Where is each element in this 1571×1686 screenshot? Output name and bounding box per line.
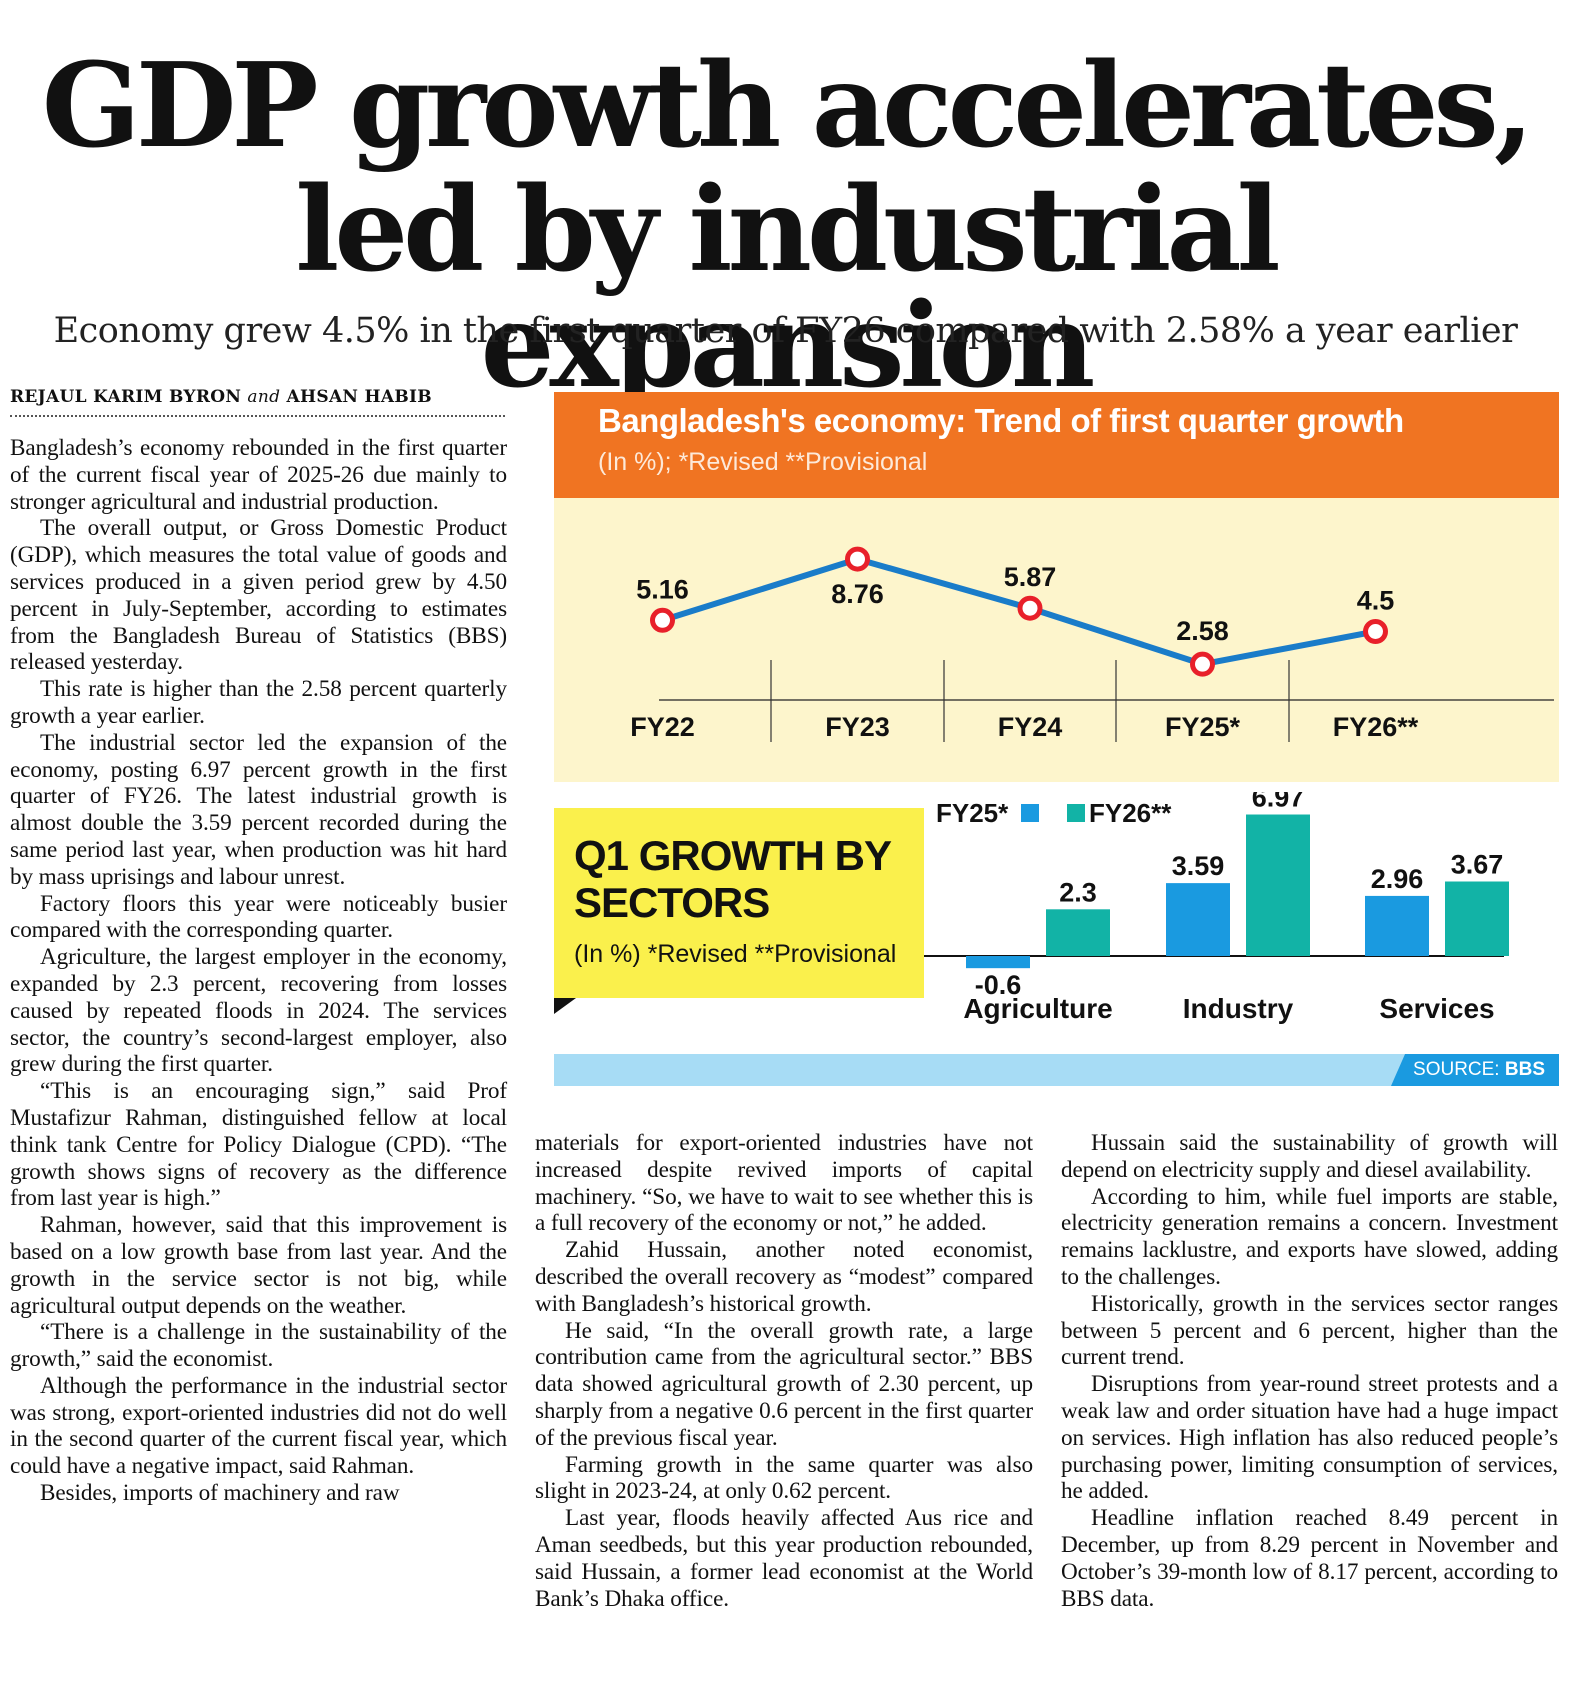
paragraph: The overall output, or Gross Domestic Pr… [10,515,507,676]
byline: REJAUL KARIM BYRON and AHSAN HABIB [10,387,505,417]
data-label: 8.76 [831,579,884,609]
x-tick-label: FY23 [825,712,890,742]
legend-swatch [1021,804,1039,822]
author-1: REJAUL KARIM BYRON [10,387,242,407]
paragraph: Bangladesh’s economy rebounded in the fi… [10,435,507,515]
paragraph: Last year, floods heavily affected Aus r… [535,1505,1033,1612]
bar [1166,883,1230,956]
paragraph: “There is a challenge in the sustainabil… [10,1319,507,1373]
bar [1445,881,1509,956]
paragraph: This rate is higher than the 2.58 percen… [10,676,507,729]
bar [1365,895,1429,956]
byline-conjunction: and [247,387,281,407]
paragraph: Zahid Hussain, another noted economist, … [535,1237,1033,1317]
source-label: SOURCE: [1413,1059,1500,1080]
sector-chart-title: Q1 GROWTH BY SECTORS [574,832,891,926]
source-name: BBS [1504,1059,1545,1080]
bar-label: 3.59 [1172,851,1225,881]
x-tick-label: FY22 [630,712,695,742]
x-tick-label: FY24 [998,712,1063,742]
legend-swatch [1067,804,1085,822]
legend-label: FY25* [936,798,1009,828]
paragraph: materials for export-oriented industries… [535,1130,1033,1237]
sector-chart-subtitle: (In %) *Revised **Provisional [574,940,897,968]
article-column-2: materials for export-oriented industries… [535,1130,1033,1612]
data-point [1363,619,1388,644]
data-label: 5.87 [1004,562,1057,592]
paragraph: Historically, growth in the services sec… [1061,1290,1558,1371]
x-tick-label: FY25* [1165,712,1241,742]
trend-chart-title: Bangladesh's economy: Trend of first qua… [598,402,1404,439]
bar-label: 3.67 [1451,849,1504,879]
data-point [1190,651,1215,677]
paragraph: Rahman, however, said that this improvem… [10,1212,507,1319]
trend-line-chart: 5.16 FY22 8.76 FY23 5.87 FY24 2.58 FY25* 4.5 FY26… [630,546,1554,742]
source-tag: SOURCE: BBS [1391,1054,1559,1086]
source-bar: SOURCE: BBS [554,1054,1559,1086]
data-label: 5.16 [636,574,689,604]
paragraph: Although the performance in the industri… [10,1372,507,1480]
bar-label: -0.6 [975,970,1022,1000]
article-column-3: Hussain said the sustainability of growt… [1061,1130,1558,1612]
data-point [1017,595,1043,621]
paragraph: The industrial sector led the expansion … [10,729,507,890]
headline-line-1: GDP growth accelerates, [41,38,1534,174]
infographic: Bangladesh's economy: Trend of first qua… [554,392,1559,1092]
bar [1246,814,1310,956]
data-label: 2.58 [1176,616,1229,646]
data-label: 4.5 [1357,586,1395,616]
paragraph: Agriculture, the largest employer in the… [10,944,507,1078]
paragraph: Besides, imports of machinery and raw [40,1480,400,1507]
legend-label: FY26** [1089,798,1172,828]
sector-bar-chart: FY25* FY26** -0.6 2.3 Agriculture 3.59 6.97 Ind… [924,792,1509,1024]
bar [966,956,1030,969]
data-point [650,607,675,633]
trend-chart-area: 5.16 FY22 8.76 FY23 5.87 FY24 2.58 FY25* 4.5 FY26… [554,498,1559,782]
category-label: Industry [1183,993,1294,1024]
bar-label: 2.96 [1371,864,1424,894]
paragraph: Hussain said the sustainability of growt… [1061,1130,1558,1183]
paragraph: “This is an encouraging sign,” said Prof… [10,1078,507,1212]
bar [1046,909,1110,956]
category-label: Agriculture [963,993,1112,1024]
author-2: AHSAN HABIB [286,387,432,407]
sector-chart-card: Q1 GROWTH BY SECTORS (In %) *Revised **P… [554,808,924,998]
bar-label: 2.3 [1059,877,1097,907]
paragraph: Factory floors this year were noticeably… [10,890,507,944]
headline-line-2: led by industrial expansion [295,162,1280,414]
trend-chart-header: Bangladesh's economy: Trend of first qua… [554,392,1559,498]
paragraph: According to him, while fuel imports are… [1061,1183,1558,1290]
category-label: Services [1379,993,1494,1024]
bar-label: 6.97 [1252,792,1305,813]
paragraph: Headline inflation reached 8.49 percent … [1061,1505,1558,1612]
x-tick-label: FY26** [1333,712,1419,742]
paragraph: Farming growth in the same quarter was a… [535,1451,1033,1505]
card-pointer [554,998,576,1014]
trend-chart-subtitle: (In %); *Revised **Provisional [598,448,928,476]
paragraph: He said, “In the overall growth rate, a … [535,1317,1033,1451]
subheadline: Economy grew 4.5% in the first quarter o… [53,311,1518,351]
data-point [845,546,870,572]
paragraph: Disruptions from year-round street prote… [1061,1371,1558,1505]
article-column-1: Bangladesh’s economy rebounded in the fi… [10,435,507,1507]
